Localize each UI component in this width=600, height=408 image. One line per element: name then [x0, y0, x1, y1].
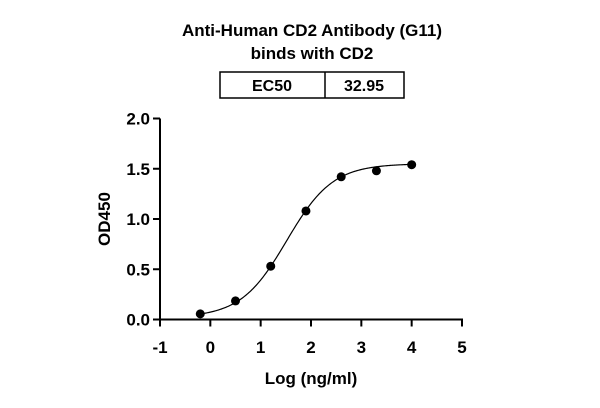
ec50-label: EC50 [252, 78, 292, 95]
data-point [301, 206, 311, 216]
data-point [266, 261, 276, 271]
x-tick-label: 0 [206, 338, 215, 357]
y-axis-label: OD450 [95, 192, 114, 246]
x-tick-label: 3 [357, 338, 366, 357]
y-tick-label: 0.5 [126, 260, 150, 279]
x-tick-label: 1 [256, 338, 265, 357]
data-point [231, 296, 240, 306]
y-tick-label: 1.5 [126, 160, 150, 179]
chart-title-line-1: Anti-Human CD2 Antibody (G11) [182, 21, 442, 40]
data-point [371, 166, 381, 176]
y-tick-label: 0.0 [126, 311, 150, 330]
x-tick-label: 5 [457, 338, 466, 357]
x-tick-label: -1 [152, 338, 167, 357]
ec50-value: 32.95 [344, 78, 384, 95]
x-tick-label: 2 [306, 338, 315, 357]
chart-title-line-2: binds with CD2 [251, 44, 374, 63]
y-tick-label: 2.0 [126, 110, 150, 129]
x-tick-label: 4 [407, 338, 417, 357]
fit-curve [200, 163, 412, 315]
y-tick-label: 1.0 [126, 210, 150, 229]
x-axis-label: Log (ng/ml) [265, 369, 358, 388]
data-point [407, 160, 417, 170]
ec50-table-border [219, 71, 405, 99]
data-point [195, 309, 205, 319]
data-point [336, 172, 346, 182]
ec50-table: EC50 32.95 [219, 71, 405, 99]
